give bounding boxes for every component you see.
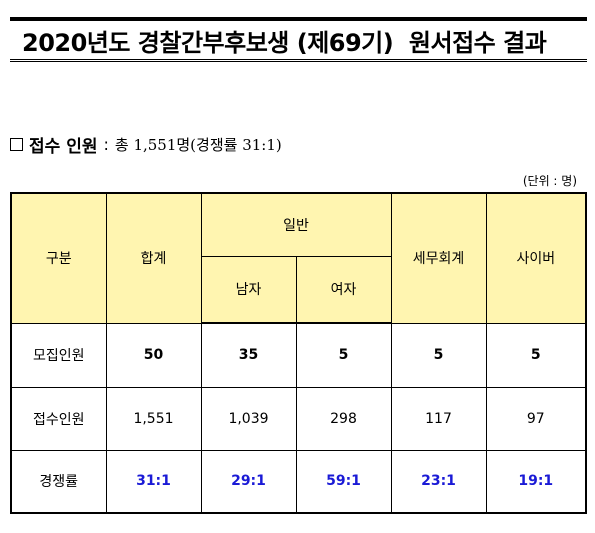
checkbox-bullet-icon [10, 138, 23, 151]
header-female: 여자 [295, 255, 392, 324]
header-total: 합계 [105, 192, 202, 324]
row-label: 모집인원 [10, 322, 107, 388]
cell-tax: 23:1 [390, 449, 487, 514]
summary-line: 접수 인원 : 총 1,551명(경쟁률 31:1) [10, 132, 282, 157]
cell-total: 50 [105, 322, 202, 388]
cell-female: 59:1 [295, 449, 392, 514]
cell-female: 298 [295, 386, 392, 451]
table-row: 접수인원 1,551 1,039 298 117 97 [10, 386, 587, 451]
header-category: 구분 [10, 192, 107, 324]
cell-cyber: 19:1 [485, 449, 587, 514]
cell-male: 29:1 [200, 449, 297, 514]
row-label: 접수인원 [10, 386, 107, 451]
cell-cyber: 5 [485, 322, 587, 388]
header-male: 남자 [200, 255, 297, 324]
cell-total: 31:1 [105, 449, 202, 514]
row-label: 경쟁률 [10, 449, 107, 514]
cell-male: 1,039 [200, 386, 297, 451]
page-title: 2020년도 경찰간부후보생 (제69기) 원서접수 결과 [22, 28, 547, 57]
header-tax-accounting: 세무회계 [390, 192, 487, 324]
table-row: 모집인원 50 35 5 5 5 [10, 322, 587, 388]
cell-male: 35 [200, 322, 297, 388]
table-row: 경쟁률 31:1 29:1 59:1 23:1 19:1 [10, 449, 587, 514]
title-top-rule [10, 17, 587, 20]
summary-colon: : [103, 135, 109, 154]
unit-note: (단위 : 명) [522, 174, 577, 188]
summary-value: 총 1,551명(경쟁률 31:1) [114, 136, 282, 154]
cell-female: 5 [295, 322, 392, 388]
results-table: 구분 합계 일반 세무회계 사이버 남자 여자 모집인원 50 35 5 5 5… [10, 192, 588, 514]
cell-tax: 117 [390, 386, 487, 451]
header-general: 일반 [200, 192, 392, 257]
header-cyber: 사이버 [485, 192, 587, 324]
summary-label: 접수 인원 [29, 137, 98, 157]
cell-tax: 5 [390, 322, 487, 388]
cell-cyber: 97 [485, 386, 587, 451]
page-title-bar: 2020년도 경찰간부후보생 (제69기) 원서접수 결과 [10, 17, 587, 62]
cell-total: 1,551 [105, 386, 202, 451]
